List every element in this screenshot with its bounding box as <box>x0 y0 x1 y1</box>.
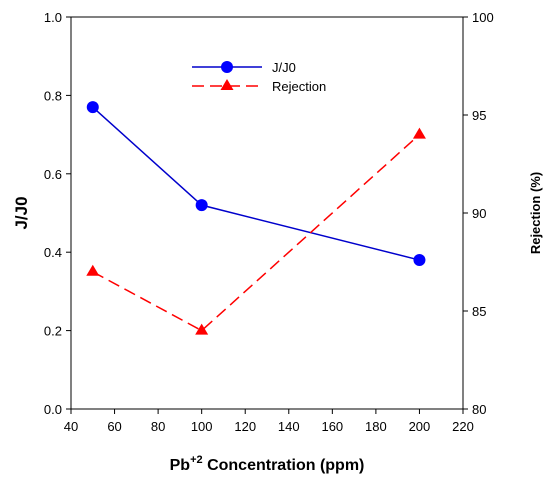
data-point-jj0 <box>86 101 99 114</box>
legend-marker-jj0 <box>221 61 233 73</box>
y-left-tick-label: 0.6 <box>44 167 62 182</box>
data-point-jj0 <box>195 199 208 212</box>
x-tick-label: 180 <box>365 419 387 434</box>
axis-ticks: 40 60 80 100 120 140 160 180 200 220 0.0 0.2 0.4 0.6 0… <box>44 10 494 434</box>
y-left-tick-label: 0.8 <box>44 88 62 103</box>
x-tick-label: 40 <box>64 419 78 434</box>
y-right-tick-label: 85 <box>472 304 486 319</box>
x-axis-title-base: Pb <box>170 457 191 474</box>
legend-marker-rejection <box>220 79 234 90</box>
y-right-tick-label: 80 <box>472 402 486 417</box>
x-axis-title-superscript: +2 <box>190 454 203 466</box>
y-left-tick-label: 0.2 <box>44 324 62 339</box>
y-left-tick-label: 0.4 <box>44 245 62 260</box>
x-tick-label: 120 <box>234 419 256 434</box>
series-line-rejection <box>92 134 420 332</box>
y-left-tick-label: 1.0 <box>44 10 62 25</box>
y-right-axis-title: Rejection (%) <box>528 172 543 254</box>
y-left-tick-label: 0.0 <box>44 402 62 417</box>
legend: J/J0 Rejection <box>192 60 326 94</box>
data-point-jj0 <box>413 254 426 267</box>
x-tick-label: 140 <box>278 419 300 434</box>
x-tick-label: 100 <box>191 419 213 434</box>
series-layer <box>86 101 426 335</box>
data-point-rejection <box>86 264 100 276</box>
x-tick-label: 160 <box>321 419 343 434</box>
plot-frame <box>70 16 464 410</box>
x-axis-title: Pb+2 Concentration (ppm) <box>170 454 365 474</box>
series-line-jj0 <box>92 106 420 261</box>
data-point-rejection <box>412 127 426 139</box>
x-tick-label: 220 <box>452 419 474 434</box>
x-tick-label: 200 <box>409 419 431 434</box>
legend-label-rejection: Rejection <box>272 79 326 94</box>
y-left-axis-title: J/J0 <box>12 196 31 229</box>
y-right-tick-label: 100 <box>472 10 494 25</box>
x-tick-label: 60 <box>107 419 121 434</box>
y-right-tick-label: 90 <box>472 206 486 221</box>
x-tick-label: 80 <box>151 419 165 434</box>
data-point-rejection <box>195 323 209 335</box>
legend-label-jj0: J/J0 <box>272 60 296 75</box>
y-right-tick-label: 95 <box>472 108 486 123</box>
x-axis-title-rest: Concentration (ppm) <box>207 457 364 474</box>
